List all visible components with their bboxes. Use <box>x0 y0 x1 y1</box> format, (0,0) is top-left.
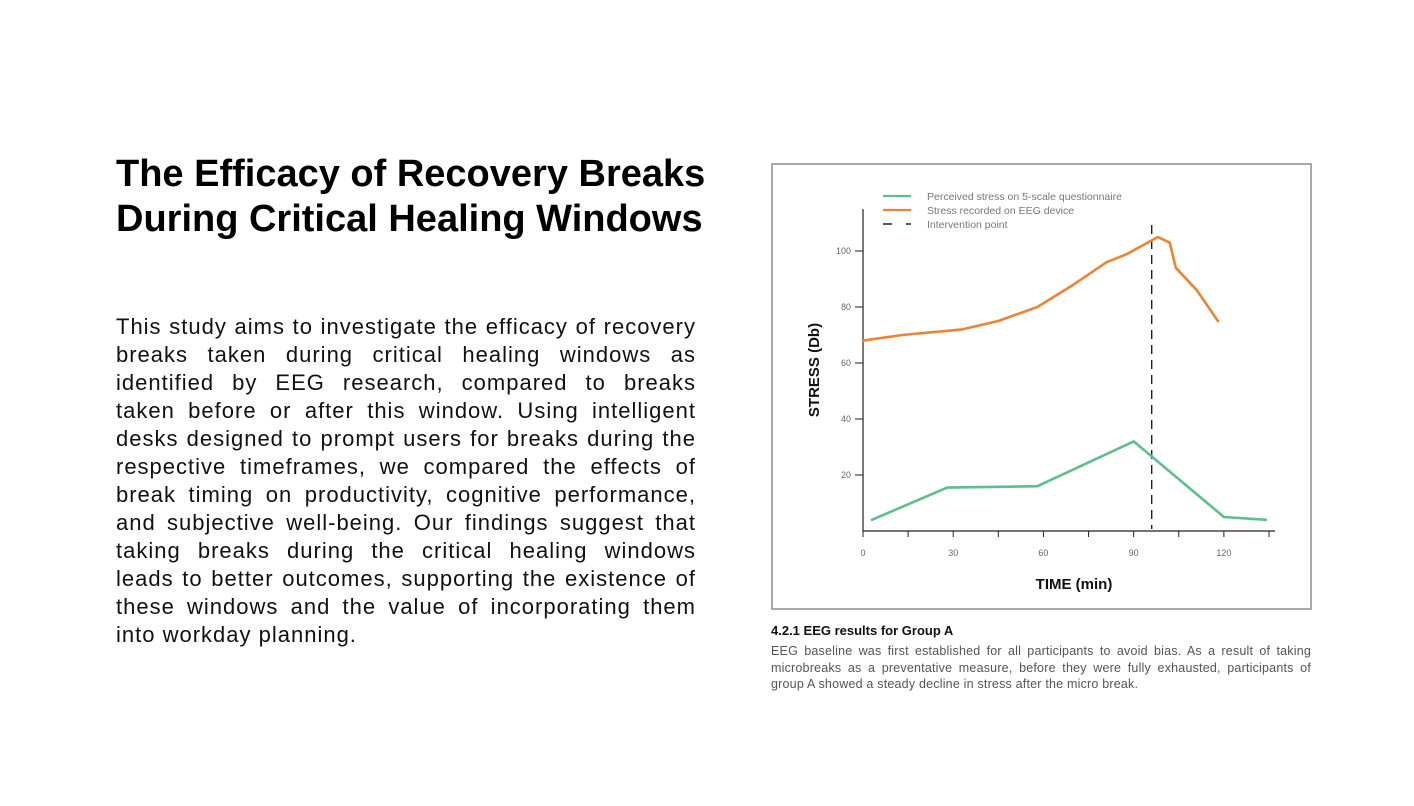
x-tick-label: 90 <box>1129 548 1139 558</box>
legend-label: Perceived stress on 5-scale questionnair… <box>927 191 1122 203</box>
eeg-stress-line <box>861 235 1220 342</box>
chart-frame: 20 40 60 80 100 0 30 60 90 120 TIME (min) STRESS (D… <box>771 163 1312 610</box>
y-tick-label: 60 <box>841 358 851 368</box>
y-tick-label: 80 <box>841 302 851 312</box>
study-description: This study aims to investigate the effic… <box>116 314 696 647</box>
y-axis-title: STRESS (Db) <box>806 323 823 417</box>
x-tick-label: 60 <box>1038 548 1048 558</box>
stress-line-chart: 20 40 60 80 100 0 30 60 90 120 TIME (min) STRESS (D… <box>806 191 1275 593</box>
perceived-stress-line <box>870 440 1268 522</box>
figure-caption-title: 4.2.1 EEG results for Group A <box>771 623 954 638</box>
x-tick-label: 30 <box>948 548 958 558</box>
y-tick-label: 100 <box>836 246 851 256</box>
y-tick-label: 20 <box>841 470 851 480</box>
x-tick-label: 120 <box>1216 548 1231 558</box>
page-title: The Efficacy of Recovery Breaks During C… <box>116 153 706 240</box>
legend-label: Intervention point <box>927 219 1008 231</box>
figure-caption-text: EEG baseline was first established for a… <box>771 644 1311 691</box>
x-tick-label: 0 <box>860 548 865 558</box>
legend-label: Stress recorded on EEG device <box>927 205 1074 217</box>
x-axis-title: TIME (min) <box>1036 576 1113 593</box>
y-tick-label: 40 <box>841 414 851 424</box>
